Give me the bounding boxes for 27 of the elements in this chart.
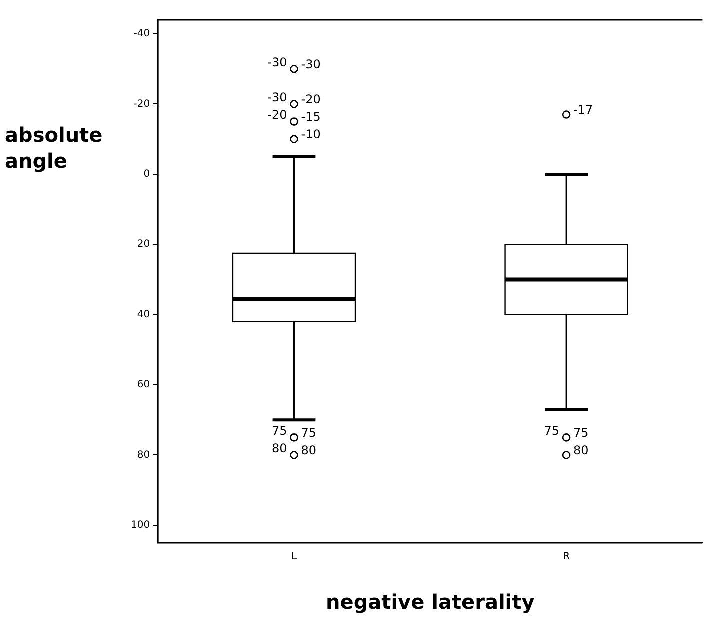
y-tick-label: 100 (130, 520, 150, 532)
annotation: -17 (574, 102, 594, 117)
annotation: -20 (268, 108, 288, 122)
annotation: -15 (301, 110, 321, 124)
y-tick-label: -20 (134, 98, 150, 110)
annotation: -30 (268, 55, 288, 70)
x-tick-label: R (563, 552, 570, 563)
annotation: -30 (268, 90, 288, 104)
annotation: 80 (574, 443, 589, 458)
y-tick-label: 40 (137, 309, 150, 320)
y-tick-label: 60 (137, 380, 150, 391)
annotation: 75 (574, 426, 589, 440)
x-tick-label: L (291, 552, 298, 563)
y-tick-label: 20 (137, 239, 150, 250)
y-tick-label: 80 (137, 450, 150, 461)
annotation: -10 (301, 127, 321, 142)
y-tick-label: 0 (144, 169, 150, 180)
annotation: 80 (272, 441, 288, 456)
annotation: -30 (301, 57, 321, 72)
y-tick-label: -40 (134, 28, 150, 40)
y-axis-title: absolute angle (5, 123, 103, 174)
annotation: 75 (301, 426, 317, 440)
annotation: -20 (301, 92, 321, 106)
x-axis-title: negative laterality (326, 590, 535, 614)
annotation: 75 (272, 424, 288, 438)
annotation: 75 (544, 424, 560, 438)
annotation: 80 (301, 443, 317, 458)
